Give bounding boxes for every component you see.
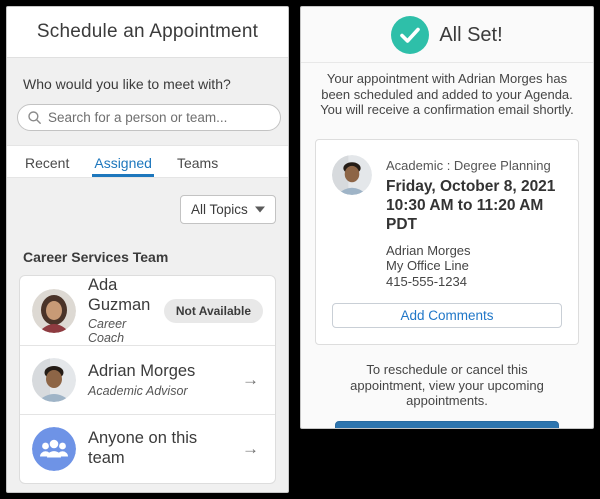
member-row-ada-guzman[interactable]: Ada Guzman Career Coach Not Available (20, 276, 275, 345)
tabs-strip: Recent Assigned Teams (7, 145, 288, 178)
people-group-icon (32, 427, 76, 471)
panel-header: Schedule an Appointment (7, 7, 288, 58)
arrow-right-icon: → (242, 439, 259, 458)
appointment-when: Friday, October 8, 2021 10:30 AM to 11:2… (386, 177, 562, 234)
search-icon (28, 111, 41, 124)
avatar-adrian-morges (32, 358, 76, 402)
team-heading: Career Services Team (23, 249, 169, 265)
member-info: Ada Guzman Career Coach (88, 275, 152, 346)
search-section: Who would you like to meet with? (7, 58, 288, 145)
caret-down-icon (255, 206, 265, 213)
phone-number: 415-555-1234 (386, 273, 467, 289)
member-info: Anyone on this team (88, 429, 230, 469)
view-upcoming-appointments-button[interactable]: View Upcoming Appointments (334, 420, 560, 428)
arrow-right-icon: → (242, 370, 259, 389)
page-title: Schedule an Appointment (36, 21, 259, 42)
availability-badge: Not Available (163, 298, 263, 323)
search-box[interactable] (17, 104, 281, 131)
member-name: Ada Guzman (88, 275, 151, 314)
member-role: Career Coach (88, 317, 127, 346)
all-set-heading: All Set! (439, 23, 503, 46)
success-check-icon (391, 16, 430, 54)
member-name: Adrian Morges (88, 362, 196, 381)
reschedule-note: To reschedule or cancel this appointment… (350, 362, 544, 408)
appointment-contact: Adrian Morges My Office Line 415-555-123… (386, 243, 562, 290)
topics-dropdown-value: All Topics (191, 202, 248, 217)
confirmation-panel: All Set! Your appointment with Adrian Mo… (300, 6, 594, 429)
search-input[interactable] (48, 110, 270, 125)
appointment-time: 10:30 AM to 11:20 AM PDT (386, 196, 544, 233)
all-set-header: All Set! (301, 7, 593, 63)
team-member-list: Ada Guzman Career Coach Not Available (19, 275, 276, 484)
appointment-type: Academic : Degree Planning (386, 157, 551, 173)
topics-dropdown[interactable]: All Topics (180, 195, 276, 224)
phone-label: My Office Line (386, 258, 469, 273)
add-comments-button[interactable]: Add Comments (332, 303, 562, 328)
appointment-details: Academic : Degree Planning Friday, Octob… (332, 154, 562, 290)
tab-assigned[interactable]: Assigned (92, 155, 154, 177)
member-role: Academic Advisor (88, 383, 188, 398)
schedule-appointment-panel: Schedule an Appointment Who would you li… (6, 6, 289, 493)
member-row-adrian-morges[interactable]: Adrian Morges Academic Advisor → (20, 345, 275, 414)
avatar-ada-guzman (32, 288, 76, 333)
confirmation-message: Your appointment with Adrian Morges has … (320, 71, 574, 117)
topics-filter-row: All Topics (7, 178, 288, 224)
tab-recent[interactable]: Recent (25, 155, 70, 171)
advisor-name: Adrian Morges (386, 242, 471, 258)
member-info: Adrian Morges Academic Advisor (88, 362, 230, 398)
appointment-card: Academic : Degree Planning Friday, Octob… (315, 138, 579, 345)
member-row-anyone[interactable]: Anyone on this team → (20, 414, 275, 483)
meet-with-question: Who would you like to meet with? (23, 76, 231, 92)
tab-teams[interactable]: Teams (176, 155, 219, 171)
member-name: Anyone on this team (88, 429, 198, 467)
appointment-date: Friday, October 8, 2021 (386, 177, 556, 195)
avatar-adrian-morges (332, 154, 372, 195)
appointment-text-block: Academic : Degree Planning Friday, Octob… (386, 155, 562, 290)
